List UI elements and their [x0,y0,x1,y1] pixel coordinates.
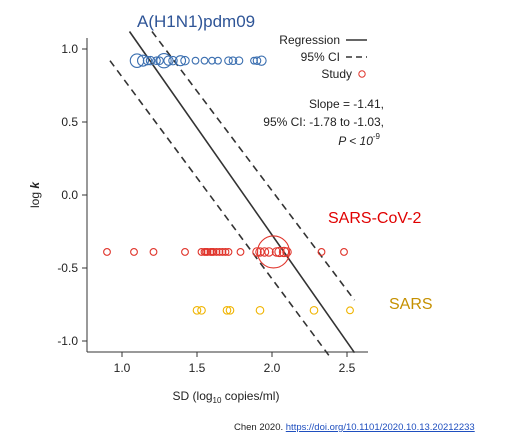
h1n1-point [174,55,187,67]
sars-point [222,306,232,315]
slope-text: Slope = -1.41, [309,97,384,111]
y-axis-label-main: log [28,189,42,208]
h1n1-point [145,55,156,66]
doi-link[interactable]: https://doi.org/10.1101/2020.10.13.20212… [285,422,475,433]
legend-regression-label: Regression [279,33,340,47]
sars-point [197,306,206,315]
x-tick-label: 2.0 [264,361,281,375]
h1n1-point [191,56,200,65]
sars-cov-2-point [221,248,230,256]
h1n1-point [155,56,164,66]
x-tick-label: 1.5 [189,361,206,375]
sars-point [346,306,354,315]
sars-cov-2-point [278,246,290,258]
sars-cov-2-point [224,248,233,256]
h1n1-point [136,54,150,67]
source-caption: Chen 2020. https://doi.org/10.1101/2020.… [234,422,475,433]
sars-cov-2-point [130,248,138,256]
x-tick-label: 1.0 [114,361,131,375]
p-value-text: P < 10-9 [338,132,380,148]
ci-lower-line [109,60,330,357]
legend-study-label: Study [321,67,352,81]
legend-study-marker [358,70,366,78]
x-axis-label: SD (log10 copies/ml) [173,389,280,405]
sars-cov-2-point [256,235,291,269]
y-tick-label: 1.0 [61,42,78,56]
sars-point [255,306,265,315]
sars-cov-2-point [252,247,262,257]
caption-text: Chen 2020. [234,422,286,433]
sars-cov-2-point [218,248,227,256]
sars-cov-2-point [181,248,189,256]
y-tick-label: -1.0 [57,334,78,348]
h1n1-point [156,52,172,69]
x-axis-label-subscript: 10 [213,396,222,405]
sars-cov-2-point [259,247,270,257]
x-axis-label-main: SD (log [173,389,213,403]
sars-cov-2-point [197,248,206,256]
y-axis-label: log k [28,181,42,208]
sars-cov-2-point [274,246,285,258]
y-axis-label-italic: k [28,181,42,189]
sars-cov-2-point [215,248,224,256]
legend-ci-label: 95% CI [301,50,340,64]
x-tick-label: 2.5 [339,361,356,375]
regression-line [128,31,356,354]
h1n1-point [152,56,161,66]
h1n1-point [180,55,190,66]
sars-cov-2-point [203,248,212,256]
sars-cov-2-point [149,248,158,256]
sars-cov-2-point [209,248,218,256]
sars-cov-2-point [255,247,265,257]
sars-cov-2-point [340,248,348,256]
p-value-exponent: -9 [373,132,381,141]
h1n1-point [228,56,238,66]
sars-point [225,306,235,315]
h1n1-point [142,55,153,66]
h1n1-point [168,55,178,66]
sars-cov-2-point [264,247,274,257]
h1n1-point [214,56,222,65]
ci-text: 95% CI: -1.78 to -1.03, [263,115,384,129]
y-tick-label: -0.5 [57,261,78,275]
stats-annotation: Slope = -1.41, 95% CI: -1.78 to -1.03, P… [263,97,384,148]
sars-cov-2-point [103,248,111,256]
h1n1-point [256,55,267,66]
p-value-main: P < 10 [338,134,373,148]
y-tick-label: 0.0 [61,188,78,202]
h1n1-point [224,56,233,66]
legend: Regression 95% CI Study [279,33,367,81]
h1n1-point [200,56,209,65]
x-axis-label-rest: copies/ml) [221,389,279,403]
series-label-h1n1: A(H1N1)pdm09 [137,12,255,31]
sars-point [192,306,202,315]
sars-cov-2-point [317,248,326,256]
y-tick-label: 0.5 [61,115,78,129]
h1n1-point [163,55,174,66]
series-label-sars-cov-2: SARS-CoV-2 [328,210,421,227]
h1n1-point [252,56,262,66]
h1n1-point [234,56,244,66]
sars-cov-2-point [236,248,245,256]
sars-point [309,306,319,315]
series-label-sars: SARS [389,296,433,313]
sars-cov-2-point [282,247,292,257]
h1n1-point [208,56,216,65]
sars-cov-2-point [212,248,221,256]
